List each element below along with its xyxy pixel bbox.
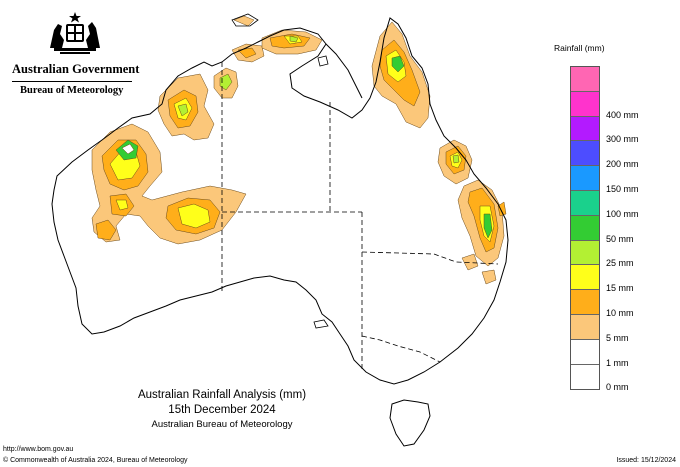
legend-swatch bbox=[571, 166, 599, 191]
legend-title: Rainfall (mm) bbox=[554, 43, 605, 53]
legend-label: 5 mm bbox=[606, 332, 629, 343]
legend-label: 1 mm bbox=[606, 357, 629, 368]
state-borders bbox=[221, 62, 499, 370]
legend-label: 25 mm bbox=[606, 258, 634, 269]
coastline-melville-island bbox=[231, 13, 259, 27]
logo-divider bbox=[12, 81, 132, 82]
rain-area-gulf-top bbox=[233, 15, 255, 27]
legend-swatch bbox=[571, 91, 599, 117]
rain-area-pilbara-white bbox=[121, 143, 135, 155]
map-title-block: Australian Rainfall Analysis (mm) 15th D… bbox=[122, 388, 322, 431]
bureau-name: Bureau of Meteorology bbox=[20, 85, 124, 96]
rain-area-arnhem-w-inner bbox=[237, 47, 257, 59]
legend-label: 10 mm bbox=[606, 308, 634, 318]
rain-area-cape-york-green bbox=[391, 55, 405, 73]
rain-area-nsw-north bbox=[481, 269, 497, 285]
government-name: Australian Government bbox=[12, 62, 140, 76]
border-nsw-vic bbox=[361, 335, 441, 363]
legend-swatch bbox=[571, 265, 599, 291]
legend-swatch bbox=[571, 240, 599, 266]
legend-color-bar bbox=[570, 66, 600, 391]
border-qld-nsw bbox=[361, 251, 499, 265]
legend-label: 150 mm bbox=[606, 184, 639, 194]
legend-label: 300 mm bbox=[606, 134, 639, 145]
legend-label: 15 mm bbox=[606, 283, 634, 294]
rain-area-qld-inland bbox=[461, 253, 479, 271]
rainfall-shading bbox=[91, 15, 507, 285]
legend-swatch bbox=[571, 67, 599, 92]
legend-label: 100 mm bbox=[606, 208, 639, 219]
map-title: Australian Rainfall Analysis (mm) bbox=[137, 389, 307, 401]
coat-of-arms-icon bbox=[50, 12, 100, 54]
rain-area-qld-north-green bbox=[452, 154, 460, 164]
coastline-mainland bbox=[51, 17, 509, 385]
legend-swatch bbox=[571, 364, 599, 390]
legend-swatch bbox=[571, 290, 599, 315]
footer-url[interactable]: http://www.bom.gov.au bbox=[3, 446, 74, 453]
rain-area-wa-south bbox=[95, 219, 117, 241]
map-source: Australian Bureau of Meteorology bbox=[151, 419, 293, 430]
coastline-groote-island bbox=[317, 55, 329, 67]
legend-label: 400 mm bbox=[606, 109, 639, 120]
footer-issued: Issued: 15/12/2024 bbox=[616, 457, 676, 464]
rain-area-qld-coast-small bbox=[497, 201, 507, 217]
legend-label: 0 mm bbox=[606, 382, 629, 393]
legend-swatch bbox=[571, 314, 599, 340]
legend-swatch bbox=[571, 215, 599, 241]
coastline-kangaroo-island bbox=[313, 319, 329, 329]
legend-swatch bbox=[571, 190, 599, 216]
map-date: 15th December 2024 bbox=[168, 404, 276, 416]
coastline-gulf bbox=[325, 43, 363, 99]
coastline-tasmania bbox=[389, 399, 431, 447]
legend-label: 50 mm bbox=[606, 233, 634, 244]
legend-label: 200 mm bbox=[606, 159, 639, 170]
rain-area-qld-mid-green bbox=[483, 213, 493, 239]
legend-swatch bbox=[571, 141, 599, 167]
footer-copyright: © Commonwealth of Australia 2024, Bureau… bbox=[3, 457, 188, 464]
legend-swatch bbox=[571, 339, 599, 365]
rain-area-darwin-inner bbox=[219, 73, 233, 91]
legend-swatch bbox=[571, 116, 599, 142]
rain-area-central-yellow bbox=[177, 203, 211, 229]
rain-area-sw-blob-inner bbox=[115, 199, 129, 211]
rain-area-kimberley-green bbox=[177, 103, 189, 117]
rain-area-arnhem-e-green bbox=[289, 35, 299, 43]
